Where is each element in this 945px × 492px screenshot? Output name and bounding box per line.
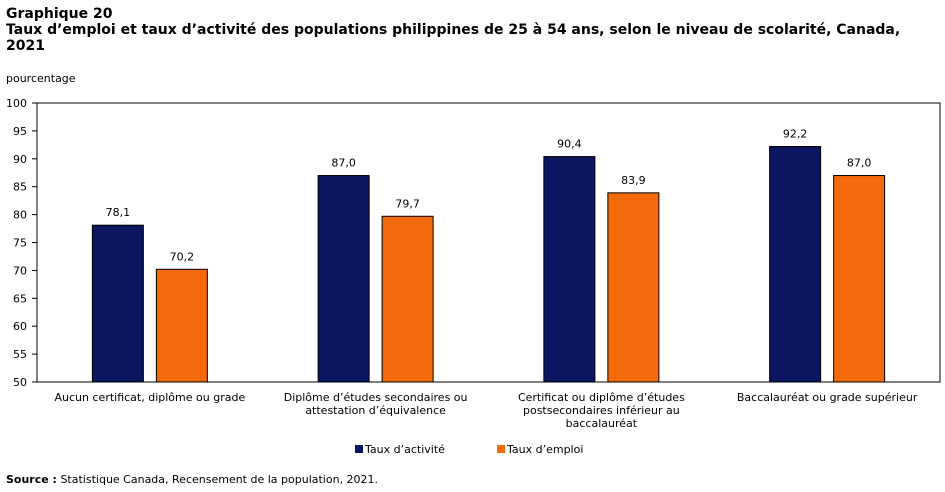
y-tick-label: 80 [13,209,27,222]
y-tick-label: 95 [13,125,27,138]
legend-label: Taux d’activité [364,443,445,456]
bar [833,175,886,383]
y-tick-label: 55 [13,348,27,361]
bar [155,268,208,383]
y-axis-label: pourcentage [6,72,76,85]
value-label: 87,0 [847,157,872,170]
bar [381,215,434,383]
y-tick-label: 90 [13,153,27,166]
bar [91,224,144,383]
x-tick-label: Diplôme d’études secondaires ou attestat… [283,391,468,417]
value-label: 92,2 [783,128,808,141]
y-tick-label: 70 [13,264,27,277]
x-tick-label: Aucun certificat, diplôme ou grade [54,391,246,404]
value-label: 83,9 [621,174,646,187]
chart-title: Graphique 20 [6,6,113,22]
y-tick-label: 75 [13,237,27,250]
y-tick-label: 50 [13,376,27,389]
x-tick-label: Baccalauréat ou grade supérieur [736,391,918,404]
y-tick-label: 85 [13,181,27,194]
x-tick-label: Certificat ou diplôme d’études postsecon… [517,391,685,430]
source: Source : Statistique Canada, Recensement… [6,473,378,486]
y-tick-label: 65 [13,292,27,305]
value-label: 79,7 [395,197,420,210]
bar [317,175,370,383]
legend-label: Taux d’emploi [506,443,583,456]
value-label: 87,0 [331,157,356,170]
bar [607,192,660,383]
source-text: Statistique Canada, Recensement de la po… [60,473,379,486]
y-tick-label: 60 [13,320,27,333]
legend-swatch [497,445,505,453]
y-tick-label: 100 [6,97,27,110]
source-label: Source : [6,473,57,486]
value-label: 78,1 [106,206,131,219]
value-label: 70,2 [170,250,195,263]
legend-swatch [355,445,363,453]
bar [543,156,596,383]
bar [769,146,822,383]
chart-subtitle: Taux d’emploi et taux d’activité des pop… [6,22,901,54]
value-label: 90,4 [557,138,582,151]
